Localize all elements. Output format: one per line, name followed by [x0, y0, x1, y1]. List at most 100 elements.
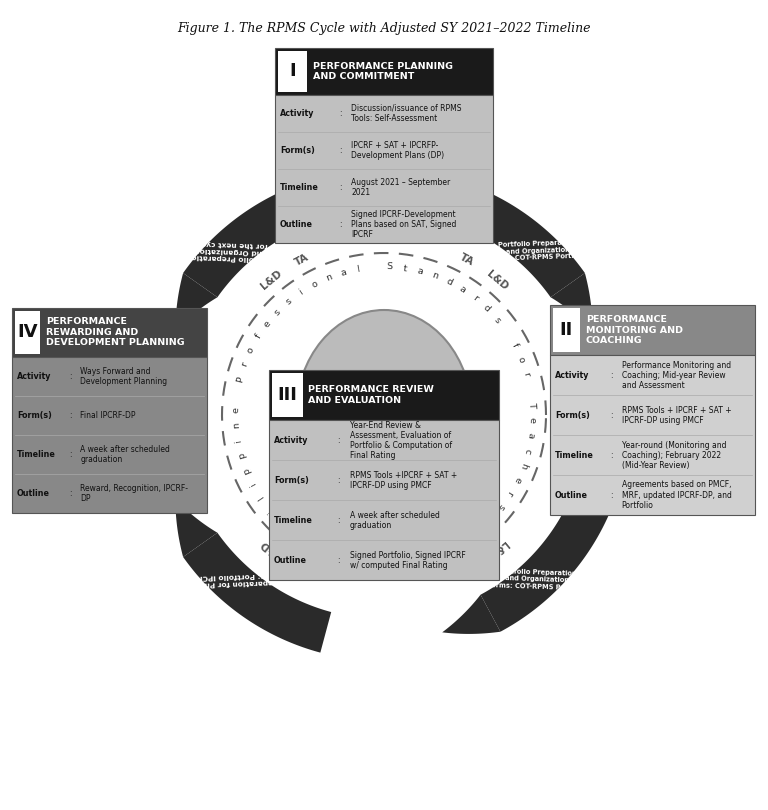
- Text: :: :: [611, 411, 613, 420]
- Text: L&D: L&D: [485, 538, 510, 561]
- Text: p: p: [237, 452, 247, 460]
- Polygon shape: [183, 533, 331, 653]
- Text: RPMS Tools + IPCRF + SAT +
IPCRF-DP using PMCF: RPMS Tools + IPCRF + SAT + IPCRF-DP usin…: [622, 406, 731, 424]
- Text: L&D: L&D: [258, 538, 283, 561]
- Ellipse shape: [296, 310, 472, 520]
- Bar: [269, 420, 499, 580]
- Polygon shape: [175, 273, 217, 330]
- Text: t: t: [402, 264, 407, 273]
- Text: f: f: [253, 333, 263, 340]
- Text: TA: TA: [293, 252, 310, 267]
- Text: f: f: [510, 342, 519, 349]
- Text: :: :: [611, 450, 613, 459]
- Bar: [272, 373, 303, 417]
- Text: i: i: [266, 506, 275, 514]
- Text: i: i: [249, 481, 258, 488]
- Polygon shape: [437, 177, 585, 297]
- Bar: [15, 310, 40, 354]
- Bar: [553, 308, 580, 352]
- Text: o: o: [310, 279, 319, 290]
- Text: r: r: [240, 361, 250, 368]
- Text: Quality: Quality: [333, 421, 435, 445]
- Text: a: a: [339, 267, 347, 278]
- Text: n: n: [232, 422, 241, 428]
- Text: Preparation for Phase IV
Tools: Portfolio IPCRF-DP: Preparation for Phase IV Tools: Portfoli…: [178, 571, 283, 588]
- Bar: [278, 51, 306, 92]
- Text: IV: IV: [18, 323, 38, 341]
- Bar: [12, 308, 207, 356]
- Text: TA: TA: [293, 563, 310, 578]
- Text: Activity: Activity: [555, 371, 590, 380]
- Text: a: a: [525, 432, 535, 439]
- Text: A week after scheduled
graduation: A week after scheduled graduation: [80, 445, 170, 463]
- Bar: [269, 370, 499, 420]
- Polygon shape: [183, 177, 331, 297]
- Text: L&D: L&D: [258, 269, 283, 292]
- Polygon shape: [551, 273, 593, 330]
- Text: I: I: [289, 62, 296, 80]
- Text: P: P: [288, 526, 298, 537]
- Text: Outline: Outline: [280, 220, 313, 229]
- Text: i: i: [233, 439, 243, 443]
- Text: Signed IPCRF-Development
Plans based on SAT, Signed
IPCRF: Signed IPCRF-Development Plans based on …: [351, 210, 457, 239]
- Text: TA: TA: [458, 563, 475, 578]
- Text: Form(s): Form(s): [17, 411, 52, 420]
- Text: r: r: [521, 371, 531, 377]
- Text: l: l: [356, 265, 360, 274]
- Text: :: :: [611, 491, 613, 500]
- Text: :: :: [339, 146, 342, 155]
- Text: :: :: [339, 220, 342, 229]
- Text: :: :: [336, 475, 339, 484]
- Text: Form(s): Form(s): [555, 411, 590, 420]
- Text: c: c: [522, 447, 532, 454]
- Bar: [550, 356, 755, 515]
- Text: s: s: [273, 307, 283, 317]
- Text: n: n: [430, 271, 439, 281]
- Text: :: :: [69, 450, 72, 458]
- Text: P: P: [235, 375, 246, 383]
- Text: :: :: [336, 556, 339, 565]
- Text: Outline: Outline: [17, 488, 50, 497]
- Text: August 2021 – September
2021: August 2021 – September 2021: [351, 178, 451, 197]
- Text: n: n: [324, 272, 333, 283]
- Text: T: T: [527, 402, 536, 408]
- Text: TA: TA: [458, 252, 475, 267]
- Text: PERFORMANCE PLANNING
AND COMMITMENT: PERFORMANCE PLANNING AND COMMITMENT: [313, 62, 452, 81]
- Text: :: :: [339, 183, 342, 192]
- Text: r: r: [505, 489, 515, 497]
- Text: Timeline: Timeline: [555, 450, 594, 459]
- Text: :: :: [69, 372, 72, 381]
- Text: s: s: [284, 296, 293, 307]
- Text: Figure 1. The RPMS Cycle with Adjusted SY 2021–2022 Timeline: Figure 1. The RPMS Cycle with Adjusted S…: [177, 22, 591, 35]
- Text: p: p: [241, 466, 252, 475]
- Text: Portfolio Preparation
and Organization
for the next cycle: Portfolio Preparation and Organization f…: [186, 239, 275, 262]
- Text: S: S: [386, 262, 392, 271]
- Polygon shape: [175, 499, 217, 557]
- Text: Activity: Activity: [17, 372, 51, 381]
- Text: Ways Forward and
Development Planning: Ways Forward and Development Planning: [80, 367, 167, 386]
- Text: a: a: [415, 266, 424, 276]
- Text: Agreements based on PMCF,
MRF, updated IPCRF-DP, and
Portfolio: Agreements based on PMCF, MRF, updated I…: [622, 480, 732, 509]
- Text: l: l: [257, 494, 266, 501]
- Text: A week after scheduled
graduation: A week after scheduled graduation: [349, 510, 439, 530]
- Text: :: :: [69, 411, 72, 420]
- Text: Portfolio Preparation
and Organization
Forms: COT-RPMS Portfolio: Portfolio Preparation and Organization F…: [487, 239, 588, 262]
- Polygon shape: [442, 595, 501, 634]
- Polygon shape: [481, 492, 612, 632]
- Text: e: e: [511, 475, 522, 484]
- Text: Activity: Activity: [280, 109, 315, 117]
- Text: Outline: Outline: [555, 491, 588, 500]
- Bar: [12, 356, 207, 513]
- Bar: [275, 48, 493, 95]
- Text: Year-End Review &
Assessment, Evaluation of
Portfolio & Computation of
Final Rat: Year-End Review & Assessment, Evaluation…: [349, 420, 452, 460]
- Text: IPCRF + SAT + IPCRFP-
Development Plans (DP): IPCRF + SAT + IPCRFP- Development Plans …: [351, 141, 445, 160]
- Text: Performance Monitoring and
Coaching; Mid-year Review
and Assessment: Performance Monitoring and Coaching; Mid…: [622, 360, 731, 390]
- Text: Teacher: Teacher: [329, 385, 439, 409]
- Text: h: h: [518, 461, 528, 470]
- Text: Portfolio Preparation
and Organization
Forms: COT-RPMS Portfolio: Portfolio Preparation and Organization F…: [487, 568, 588, 591]
- Text: Final IPCRF-DP: Final IPCRF-DP: [80, 411, 136, 420]
- Text: i: i: [298, 288, 305, 296]
- Bar: [550, 305, 755, 356]
- Text: III: III: [277, 386, 297, 404]
- Text: RPMS Tools +IPCRF + SAT +
IPCRF-DP using PMCF: RPMS Tools +IPCRF + SAT + IPCRF-DP using…: [349, 471, 457, 490]
